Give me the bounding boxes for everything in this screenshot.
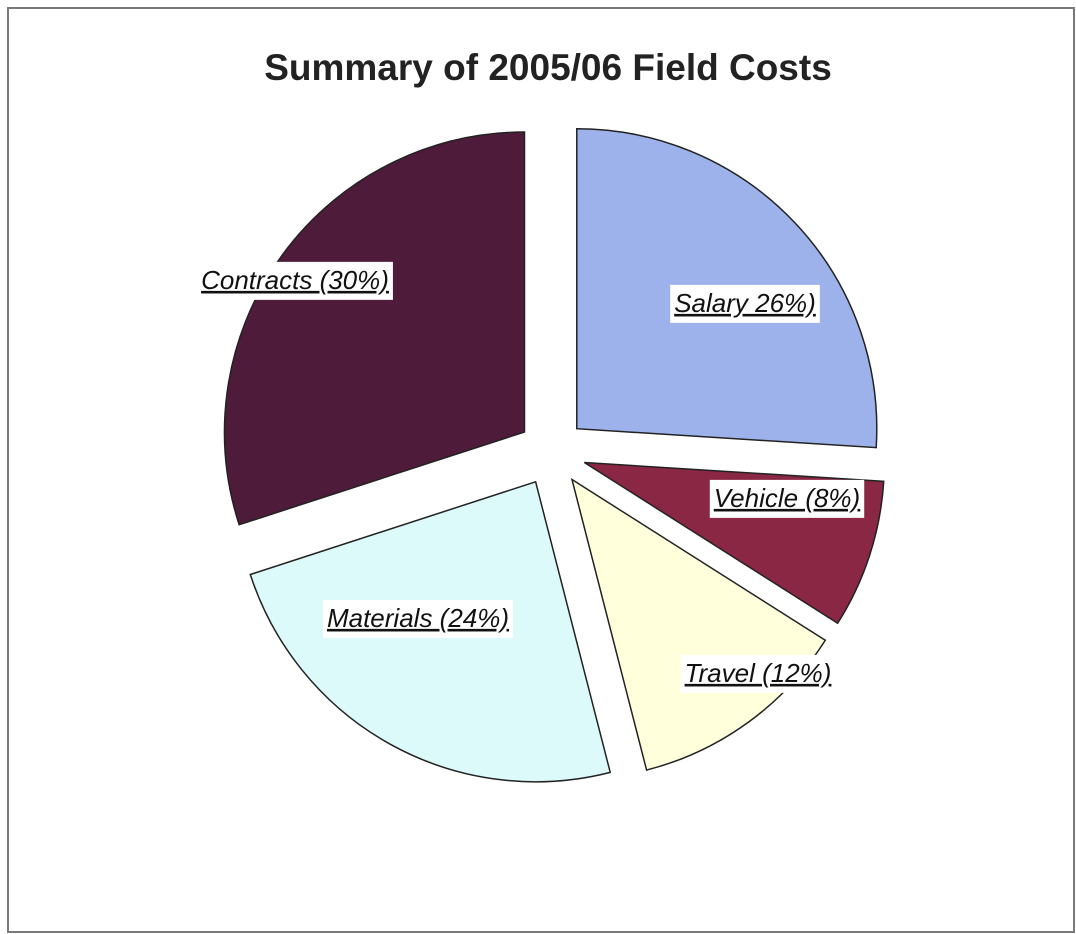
label-background	[709, 479, 865, 518]
slice-label: Contracts (30%)	[201, 265, 389, 295]
pie-slice	[223, 131, 526, 526]
chart-title: Summary of 2005/06 Field Costs	[264, 47, 832, 88]
label-background	[197, 261, 393, 300]
label-background	[680, 654, 836, 693]
slice-label: Vehicle (8%)	[714, 483, 860, 513]
labels: Salary 26%) Vehicle (8%) Travel (12%) Mater…	[197, 261, 865, 693]
label-background	[322, 599, 514, 638]
slice-label: Travel (12%)	[685, 658, 832, 688]
slice-label: Materials (24%)	[327, 603, 509, 633]
label-background	[670, 284, 820, 323]
slice-label: Salary 26%)	[674, 288, 816, 318]
chart-frame	[7, 7, 1075, 933]
